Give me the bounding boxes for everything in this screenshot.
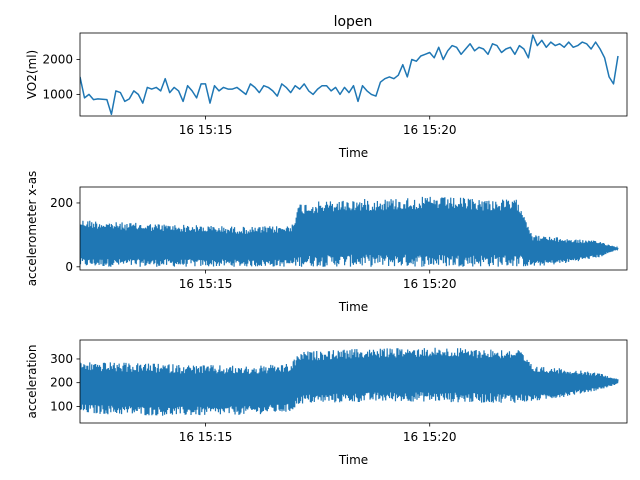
x-tick-label: 16 15:20 [403, 277, 457, 291]
y-axis-label: acceleration [25, 345, 39, 419]
subplot-3: 16 15:15 16 15:20 100 200 300 Time acceleratio… [25, 339, 628, 467]
x-tick-label: 16 15:20 [403, 430, 457, 444]
series-line-1 [80, 34, 619, 116]
y-tick-label: 300 [50, 352, 73, 366]
x-tick-label: 16 15:15 [179, 277, 233, 291]
subplot-1: 16 15:15 16 15:20 1000 2000 Time VO2(ml) [25, 32, 628, 160]
x-axis-label: Time [338, 146, 368, 160]
x-tick-label: 16 15:15 [179, 430, 233, 444]
axes-frame [79, 186, 628, 271]
chart-title: lopen [334, 14, 373, 30]
x-tick-label: 16 15:20 [403, 123, 457, 137]
axes-frame [79, 339, 628, 424]
y-tick-label: 200 [50, 376, 73, 390]
x-tick-label: 16 15:15 [179, 123, 233, 137]
y-tick-label: 2000 [42, 53, 73, 67]
y-tick-label: 0 [65, 260, 73, 274]
y-axis-label: accelerometer x-as [25, 171, 39, 287]
axes-frame [79, 32, 628, 117]
series-signal-1 [80, 196, 619, 267]
y-tick-label: 100 [50, 399, 73, 413]
y-axis-label: VO2(ml) [25, 50, 39, 99]
subplot-2: 16 15:15 16 15:20 0 200 Time accelerometer x-… [25, 171, 628, 314]
series-signal-1 [80, 347, 619, 416]
x-axis-label: Time [338, 453, 368, 467]
y-tick-label: 200 [50, 196, 73, 210]
y-tick-label: 1000 [42, 87, 73, 101]
x-axis-label: Time [338, 300, 368, 314]
